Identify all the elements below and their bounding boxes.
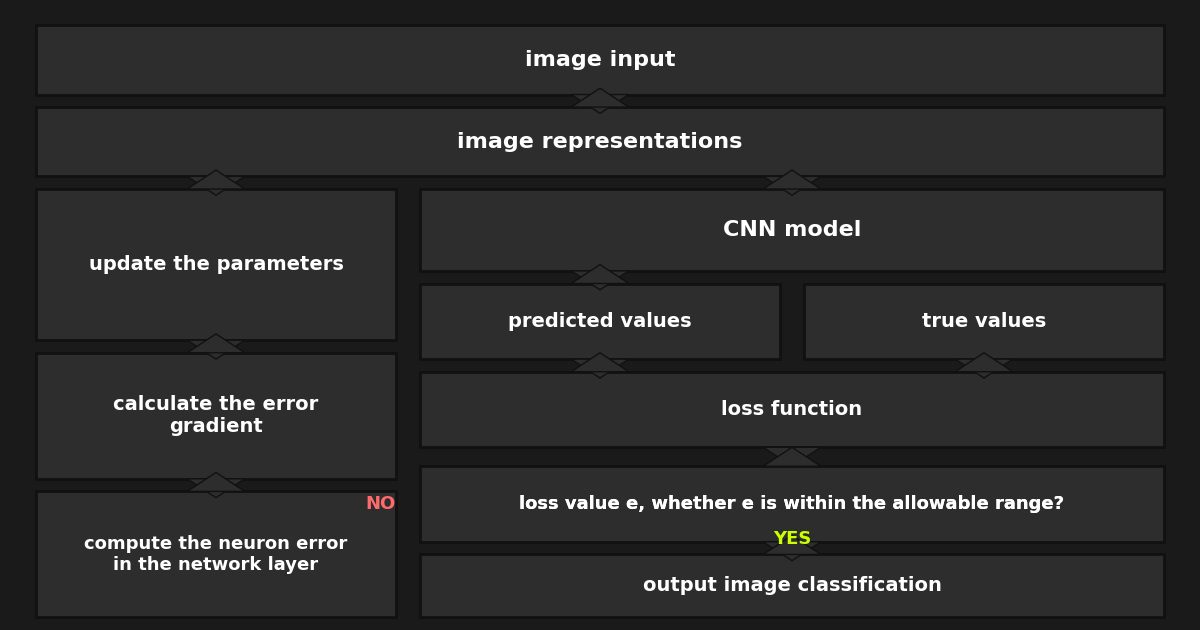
Text: CNN model: CNN model	[722, 220, 862, 240]
Text: loss value e, whether e is within the allowable range?: loss value e, whether e is within the al…	[520, 495, 1064, 513]
Text: output image classification: output image classification	[642, 576, 942, 595]
FancyBboxPatch shape	[36, 25, 1164, 94]
FancyBboxPatch shape	[36, 107, 1164, 176]
FancyBboxPatch shape	[420, 189, 1164, 271]
Polygon shape	[187, 472, 245, 491]
FancyBboxPatch shape	[420, 466, 1164, 542]
Polygon shape	[187, 334, 245, 353]
Text: YES: YES	[773, 530, 811, 548]
Polygon shape	[187, 170, 245, 189]
Text: compute the neuron error
in the network layer: compute the neuron error in the network …	[84, 535, 348, 574]
FancyBboxPatch shape	[420, 372, 1164, 447]
Polygon shape	[955, 353, 1013, 372]
Text: true values: true values	[922, 312, 1046, 331]
Polygon shape	[955, 359, 1013, 378]
FancyBboxPatch shape	[36, 189, 396, 340]
Polygon shape	[571, 265, 629, 284]
Text: calculate the error
gradient: calculate the error gradient	[113, 395, 319, 437]
Text: predicted values: predicted values	[508, 312, 692, 331]
Polygon shape	[571, 359, 629, 378]
Polygon shape	[187, 340, 245, 359]
Polygon shape	[571, 88, 629, 107]
Text: loss function: loss function	[721, 400, 863, 419]
FancyBboxPatch shape	[420, 554, 1164, 617]
Polygon shape	[763, 447, 821, 466]
FancyBboxPatch shape	[804, 284, 1164, 359]
Polygon shape	[571, 94, 629, 113]
Polygon shape	[763, 447, 821, 466]
FancyBboxPatch shape	[36, 353, 396, 479]
Polygon shape	[763, 542, 821, 561]
FancyBboxPatch shape	[36, 491, 396, 617]
Text: loss value e, whether e is within the allowable range?: loss value e, whether e is within the al…	[520, 495, 1064, 513]
Text: image representations: image representations	[457, 132, 743, 152]
Polygon shape	[187, 479, 245, 498]
Text: NO: NO	[366, 495, 396, 513]
Polygon shape	[763, 170, 821, 189]
Polygon shape	[763, 536, 821, 554]
Polygon shape	[763, 176, 821, 195]
Polygon shape	[571, 271, 629, 290]
FancyBboxPatch shape	[420, 466, 1164, 542]
FancyBboxPatch shape	[420, 284, 780, 359]
Text: update the parameters: update the parameters	[89, 255, 343, 274]
Polygon shape	[187, 176, 245, 195]
Polygon shape	[571, 353, 629, 372]
Text: image input: image input	[524, 50, 676, 70]
